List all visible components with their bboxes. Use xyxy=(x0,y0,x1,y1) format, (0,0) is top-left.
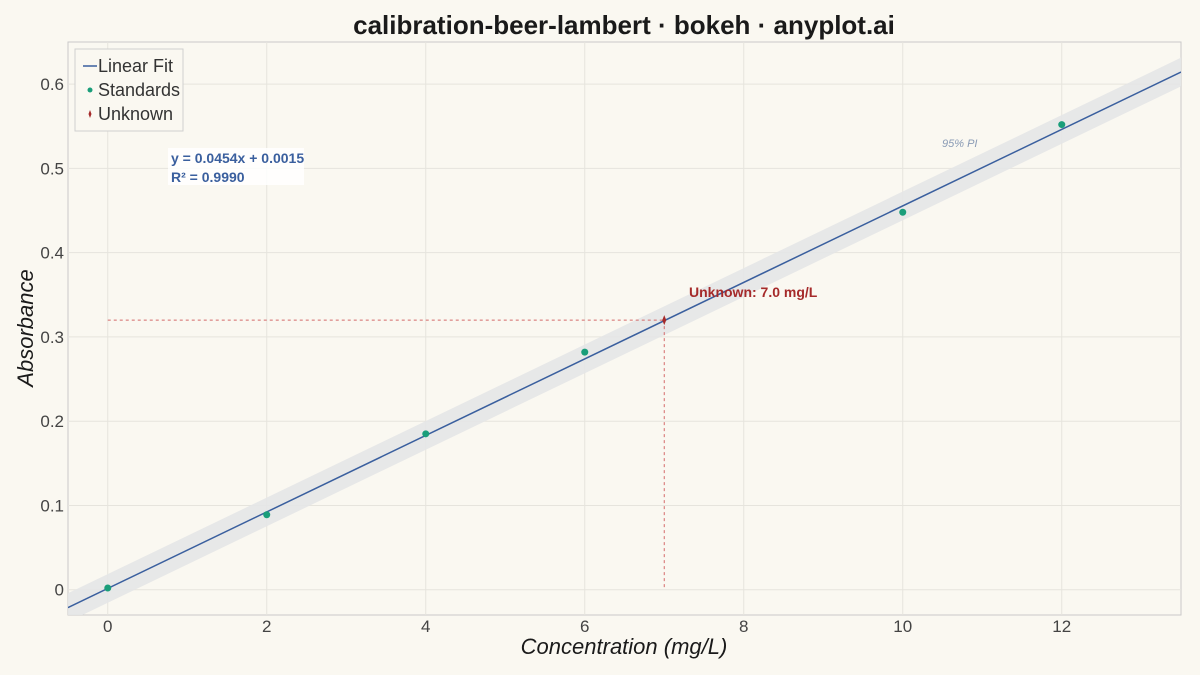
x-axis-ticks: 0 2 4 6 8 10 12 xyxy=(103,617,1071,636)
x-tick-label: 4 xyxy=(421,617,430,636)
legend-standards-swatch xyxy=(87,87,93,93)
r-squared: R² = 0.9990 xyxy=(171,169,245,185)
equation-box xyxy=(168,148,304,185)
standard-point xyxy=(1058,121,1066,129)
legend-unknown-label: Unknown xyxy=(98,104,173,124)
prediction-band xyxy=(68,57,1181,615)
x-tick-label: 8 xyxy=(739,617,748,636)
legend-box xyxy=(74,48,184,132)
fit-line xyxy=(68,71,1181,609)
fit-equation: y = 0.0454x + 0.0015 xyxy=(171,150,304,166)
x-tick-label: 2 xyxy=(262,617,271,636)
data-points xyxy=(104,121,1066,592)
legend-fit-label: Linear Fit xyxy=(98,56,173,76)
chart-title: calibration-beer-lambert · bokeh · anypl… xyxy=(353,10,895,40)
y-axis-ticks: 0 0.1 0.2 0.3 0.4 0.5 0.6 xyxy=(40,75,64,600)
y-tick-label: 0.5 xyxy=(40,159,64,178)
y-tick-label: 0 xyxy=(55,581,64,600)
y-tick-label: 0.2 xyxy=(40,412,64,431)
y-tick-label: 0.4 xyxy=(40,244,64,263)
y-tick-label: 0.1 xyxy=(40,496,64,515)
unknown-annotation: Unknown: 7.0 mg/L xyxy=(689,284,818,300)
standard-point xyxy=(422,430,430,438)
y-tick-label: 0.6 xyxy=(40,75,64,94)
x-tick-label: 6 xyxy=(580,617,589,636)
prediction-interval-label: 95% PI xyxy=(942,138,977,150)
y-axis-label: Absorbance xyxy=(13,269,38,388)
prediction-interval-band xyxy=(68,57,1181,615)
x-axis-label: Concentration (mg/L) xyxy=(521,634,728,659)
legend-standards-label: Standards xyxy=(98,80,180,100)
unknown-point xyxy=(662,315,667,326)
x-tick-label: 0 xyxy=(103,617,112,636)
x-tick-label: 10 xyxy=(893,617,912,636)
standard-point xyxy=(581,348,589,356)
y-tick-label: 0.3 xyxy=(40,328,64,347)
x-tick-label: 12 xyxy=(1052,617,1071,636)
legend: Linear Fit Standards Unknown xyxy=(74,48,184,132)
standard-point xyxy=(263,511,271,519)
legend-unknown-swatch xyxy=(88,110,92,118)
unknown-guide-lines xyxy=(107,319,665,590)
standard-point xyxy=(899,208,907,216)
fit-line-layer xyxy=(68,71,1181,609)
standard-point xyxy=(104,584,112,592)
